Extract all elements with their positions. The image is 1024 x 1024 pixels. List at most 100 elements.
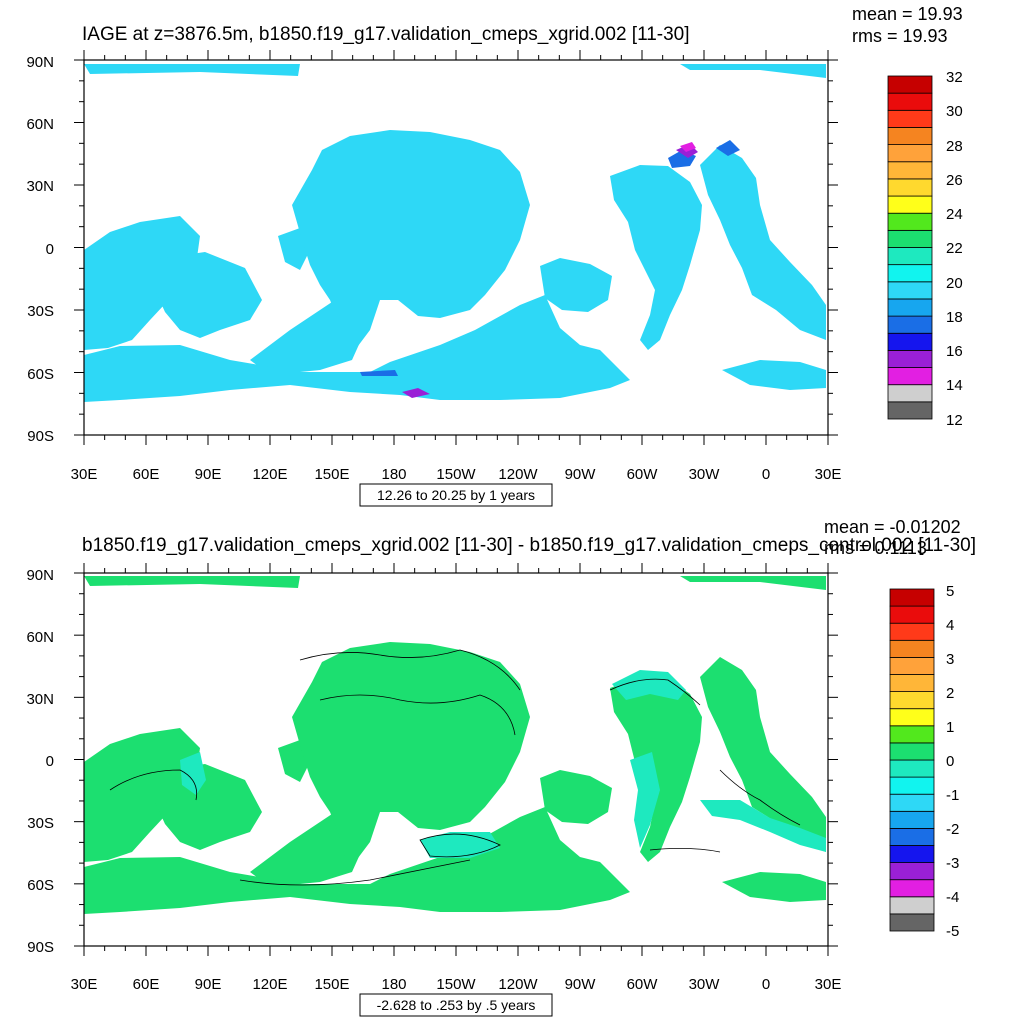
colorbar-swatch [887, 212, 933, 231]
colorbar-swatch [887, 315, 933, 334]
colorbar-swatch [889, 896, 935, 915]
x-tick-label: 120W [498, 466, 538, 483]
colorbar-swatch [889, 674, 935, 693]
colorbar-swatch [889, 639, 935, 658]
x-tick-labels: 30E 60E 90E 120E 150E 180 150W 120W 90W … [71, 976, 842, 993]
colorbar-swatch [889, 845, 935, 864]
colorbar-label: -1 [946, 787, 959, 804]
colorbar-label: 20 [946, 275, 963, 292]
colorbar-swatch [889, 862, 935, 881]
y-tick-label: 60N [26, 116, 54, 133]
accent-patches [360, 140, 740, 398]
colorbar-swatch [887, 229, 933, 248]
panel-title: b1850.f19_g17.validation_cmeps_xgrid.002… [82, 535, 976, 556]
stat-mean: mean = -0.01202 [824, 517, 961, 537]
y-tick-label: 60S [27, 877, 54, 894]
colorbar-swatch [887, 401, 933, 420]
colorbar-swatch [889, 657, 935, 675]
y-tick-label: 90N [26, 567, 54, 584]
colorbar-label: 0 [946, 753, 954, 770]
colorbar-label: -5 [946, 923, 959, 940]
colorbar-swatch [887, 281, 933, 300]
y-tick-label: 30N [26, 178, 54, 195]
y-tick-labels: 90N 60N 30N 0 30S 60S 90S [26, 54, 54, 445]
colorbar-swatch [887, 178, 933, 197]
x-tick-label: 150E [314, 976, 349, 993]
colorbar-swatch [889, 708, 935, 727]
colorbar-swatch [887, 298, 933, 317]
colorbar-label: 5 [946, 583, 954, 600]
colorbar-swatch [887, 144, 933, 163]
colorbar-swatch [889, 605, 935, 624]
contour-lines [109, 649, 801, 886]
x-tick-label: 60W [627, 466, 659, 483]
x-tick-marks [83, 50, 829, 445]
colorbar-swatch [889, 725, 935, 744]
x-tick-label: 180 [381, 466, 406, 483]
x-tick-label: 120E [252, 466, 287, 483]
x-tick-label: 0 [762, 976, 770, 993]
colorbar-swatch [887, 195, 933, 214]
colorbar: 12 14 16 18 20 22 24 26 28 30 32 [887, 69, 963, 429]
y-tick-label: 0 [46, 241, 54, 258]
colorbar-swatch [887, 92, 933, 111]
colorbar-label: 2 [946, 685, 954, 702]
colorbar-swatch [889, 691, 935, 710]
x-tick-label: 60E [133, 976, 160, 993]
colorbar-swatch [889, 913, 935, 932]
colorbar-label: 26 [946, 172, 963, 189]
y-tick-label: 90N [26, 54, 54, 71]
colorbar-swatch [889, 759, 935, 778]
colorbar-swatch [887, 127, 933, 145]
colorbar-swatch [887, 349, 933, 368]
colorbar-swatch [889, 776, 935, 795]
colorbar-swatch [887, 264, 933, 283]
colorbar-label: 3 [946, 651, 954, 668]
ocean-field [84, 576, 826, 914]
y-tick-label: 30N [26, 691, 54, 708]
colorbar-label: 14 [946, 377, 963, 394]
x-tick-label: 90W [565, 976, 597, 993]
y-tick-labels: 90N 60N 30N 0 30S 60S 90S [26, 567, 54, 956]
colorbar-label: 30 [946, 103, 963, 120]
contour-info-box [359, 483, 553, 507]
x-tick-label: 30W [689, 976, 721, 993]
ocean-fill [84, 64, 826, 402]
contour-info: -2.628 to .253 by .5 years [377, 997, 536, 1013]
colorbar-swatch [889, 810, 935, 829]
panel-iage: IAGE at z=3876.5m, b1850.f19_g17.validat… [26, 4, 963, 507]
colorbar-swatches [887, 75, 933, 420]
x-tick-label: 180 [381, 976, 406, 993]
colorbar-label: -4 [946, 889, 959, 906]
contour-info-box [359, 993, 553, 1017]
stat-rms: rms = 19.93 [852, 26, 948, 46]
colorbar-swatch [887, 332, 933, 351]
colorbar-swatch [889, 742, 935, 761]
colorbar-swatch [887, 367, 933, 386]
colorbar-swatches [889, 588, 935, 932]
colorbar-label: 24 [946, 206, 963, 223]
colorbar-swatch [889, 793, 935, 812]
colorbar-label: -2 [946, 821, 959, 838]
y-tick-label: 30S [27, 303, 54, 320]
colorbar-swatch [889, 588, 935, 607]
x-tick-marks [83, 563, 829, 956]
y-tick-label: 60S [27, 366, 54, 383]
colorbar-swatch [889, 622, 935, 641]
x-tick-label: 30E [71, 466, 98, 483]
x-tick-label: 90E [195, 466, 222, 483]
y-tick-label: 30S [27, 815, 54, 832]
y-tick-label: 90S [27, 428, 54, 445]
x-tick-label: 30E [815, 976, 842, 993]
x-tick-labels: 30E 60E 90E 120E 150E 180 150W 120W 90W … [71, 466, 842, 483]
colorbar-label: 4 [946, 617, 954, 634]
colorbar-label: 22 [946, 240, 963, 257]
colorbar-swatch [887, 161, 933, 180]
x-tick-label: 0 [762, 466, 770, 483]
y-tick-marks [74, 59, 838, 436]
ocean-fill [84, 576, 826, 914]
x-tick-label: 150W [436, 976, 476, 993]
y-tick-marks [74, 572, 838, 947]
x-tick-label: 90E [195, 976, 222, 993]
